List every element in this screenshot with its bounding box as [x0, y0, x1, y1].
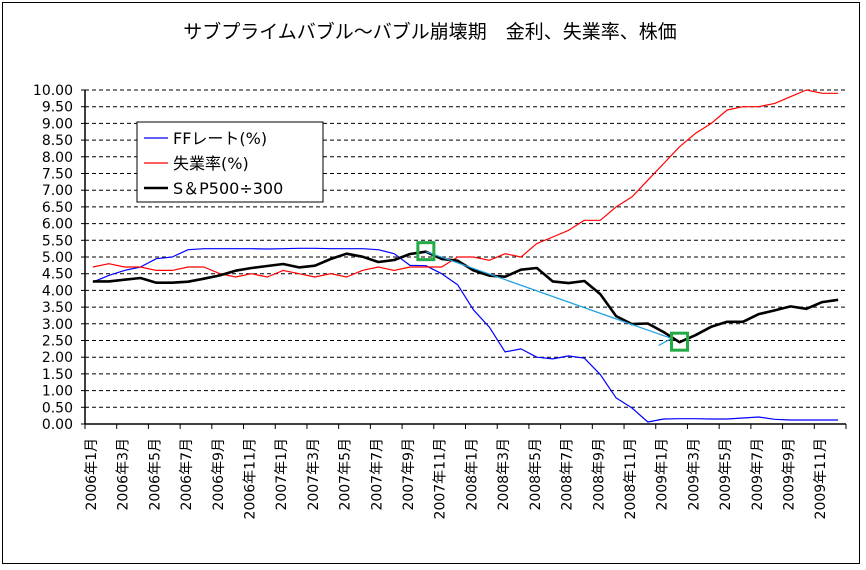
y-tick-label: 6.00 — [42, 217, 73, 233]
trend-line-tail — [658, 337, 672, 347]
chart-frame — [2, 2, 860, 564]
x-tick-label: 2008年7月 — [560, 438, 576, 511]
x-tick-label: 2007年3月 — [306, 438, 322, 511]
legend-label: S＆P500÷300 — [173, 179, 283, 198]
x-tick-label: 2007年7月 — [369, 438, 385, 511]
x-tick-label: 2008年11月 — [623, 438, 639, 519]
x-tick-label: 2009年5月 — [718, 438, 734, 511]
series-line — [92, 247, 839, 423]
x-tick-label: 2008年1月 — [464, 438, 480, 511]
y-tick-label: 2.50 — [42, 334, 73, 350]
legend-label: FFレート(%) — [173, 129, 267, 148]
y-tick-label: 7.00 — [42, 183, 73, 199]
x-tick-label: 2008年9月 — [591, 438, 607, 511]
x-tick-label: 2009年11月 — [813, 438, 829, 519]
x-tick-label: 2007年11月 — [433, 438, 449, 519]
x-tick-label: 2006年9月 — [211, 438, 227, 511]
y-tick-label: 3.00 — [42, 317, 73, 333]
y-tick-label: 1.00 — [42, 384, 73, 400]
y-tick-label: 1.50 — [42, 367, 73, 383]
y-tick-label: 4.50 — [42, 267, 73, 283]
x-tick-label: 2006年5月 — [147, 438, 163, 511]
x-tick-label: 2009年7月 — [750, 438, 766, 511]
x-tick-label: 2008年5月 — [528, 438, 544, 511]
legend-label: 失業率(%) — [173, 154, 249, 173]
highlight-box — [670, 331, 690, 352]
y-tick-label: 3.50 — [42, 300, 73, 316]
x-tick-label: 2008年3月 — [496, 438, 512, 511]
y-tick-label: 2.00 — [42, 350, 73, 366]
x-tick-label: 2006年7月 — [179, 438, 195, 511]
y-tick-label: 8.00 — [42, 150, 73, 166]
x-tick-label: 2006年1月 — [84, 438, 100, 511]
y-tick-label: 8.50 — [42, 133, 73, 149]
y-tick-label: 0.50 — [42, 400, 73, 416]
x-tick-label: 2007年9月 — [401, 438, 417, 511]
x-tick-label: 2007年5月 — [338, 438, 354, 511]
y-tick-label: 9.50 — [42, 100, 73, 116]
x-tick-label: 2009年3月 — [686, 438, 702, 511]
x-tick-label: 2006年11月 — [242, 438, 258, 519]
x-tick-label: 2009年1月 — [655, 438, 671, 511]
x-tick-label: 2007年1月 — [274, 438, 290, 511]
series-line — [92, 89, 839, 278]
x-tick-label: 2006年3月 — [116, 438, 132, 511]
y-tick-label: 10.00 — [33, 83, 73, 99]
trend-line — [425, 251, 672, 340]
y-tick-label: 4.00 — [42, 283, 73, 299]
y-tick-label: 0.00 — [42, 417, 73, 433]
y-tick-label: 6.50 — [42, 200, 73, 216]
chart-title: サブプライムバブル～バブル崩壊期 金利、失業率、株価 — [183, 21, 677, 43]
x-tick-label: 2009年9月 — [782, 438, 798, 511]
y-tick-label: 9.00 — [42, 116, 73, 132]
y-tick-label: 7.50 — [42, 167, 73, 183]
highlight-box — [416, 241, 436, 262]
y-tick-label: 5.50 — [42, 233, 73, 249]
legend: FFレート(%) 失業率(%) S＆P500÷300 — [136, 121, 324, 203]
y-tick-label: 5.00 — [42, 250, 73, 266]
